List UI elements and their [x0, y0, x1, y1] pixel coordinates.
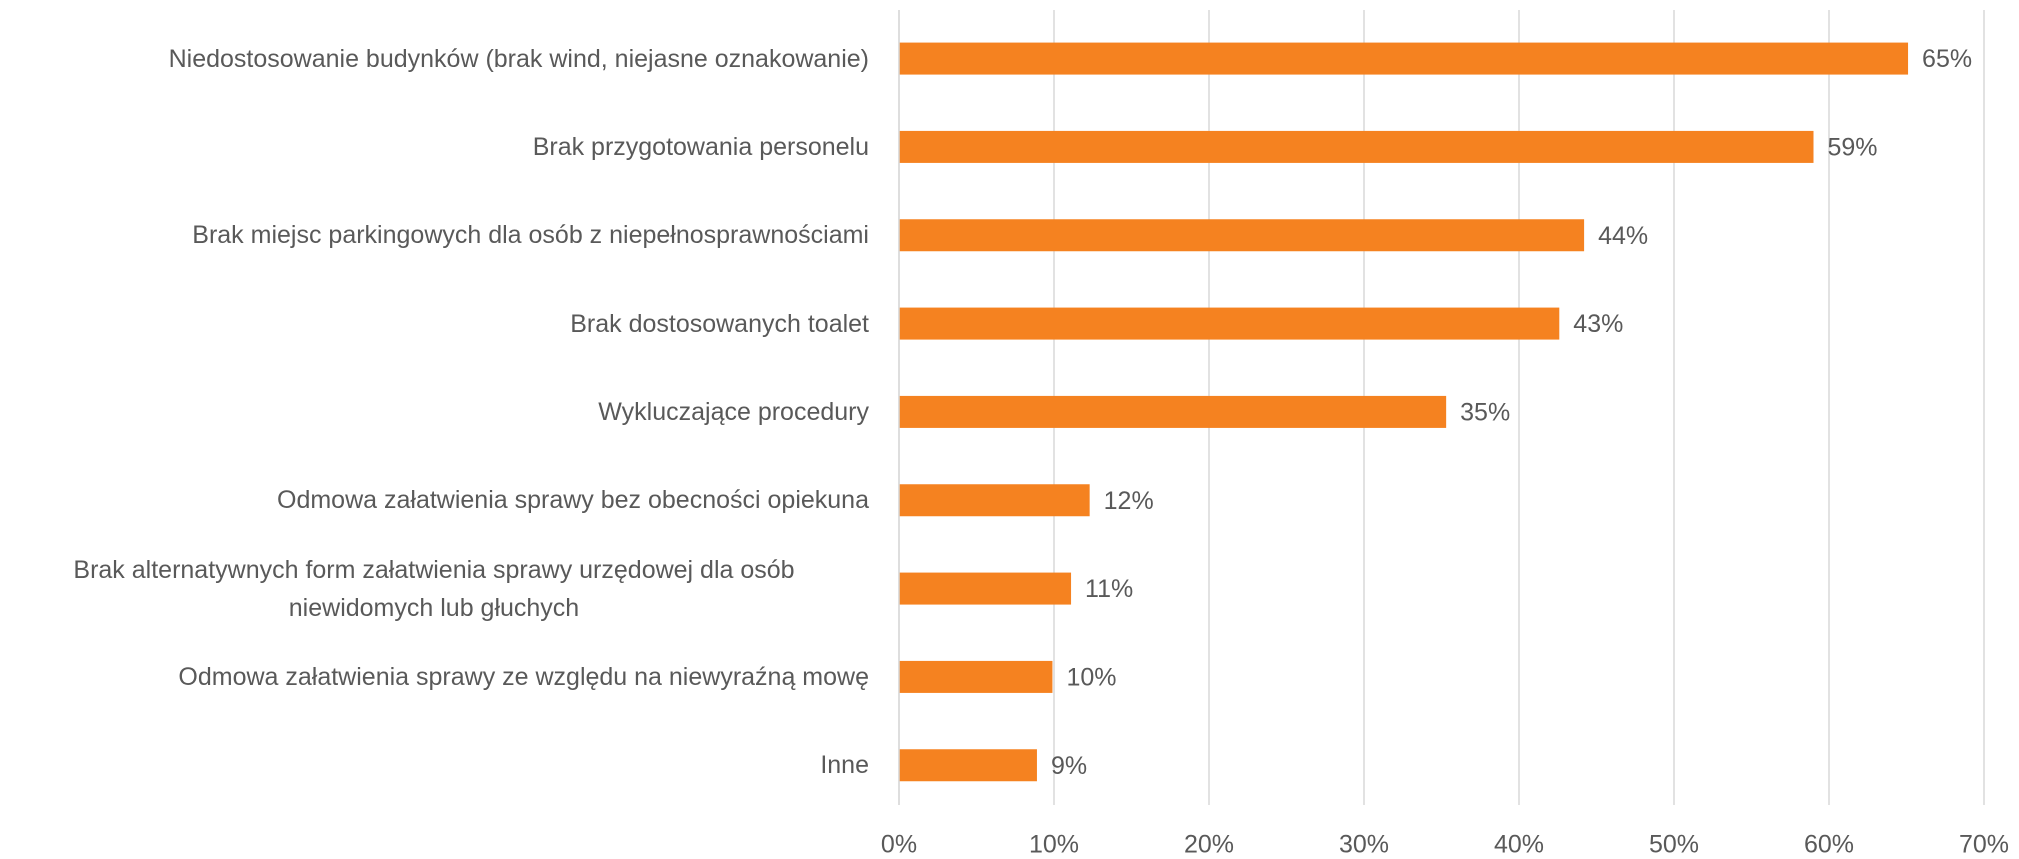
x-tick-label: 30% — [1339, 831, 1389, 859]
category-label: Brak dostosowanych toalet — [570, 309, 869, 338]
data-label: 59% — [1828, 134, 1878, 162]
x-tick-label: 0% — [881, 831, 917, 859]
bar — [899, 395, 1447, 428]
bar — [899, 307, 1560, 340]
bar — [899, 42, 1909, 75]
bar — [899, 130, 1814, 163]
x-tick-label: 70% — [1959, 831, 2009, 859]
category-label: Odmowa załatwienia sprawy bez obecności … — [277, 486, 869, 515]
category-label: Odmowa załatwienia sprawy ze względu na … — [178, 662, 869, 691]
data-label: 65% — [1922, 45, 1972, 73]
x-tick-label: 50% — [1649, 831, 1699, 859]
bar — [899, 572, 1072, 605]
category-label: Brak alternatywnych form załatwienia spr… — [73, 555, 795, 622]
data-label: 10% — [1066, 664, 1116, 692]
bar — [899, 484, 1090, 517]
data-label: 12% — [1104, 487, 1154, 515]
x-tick-label: 10% — [1029, 831, 1079, 859]
data-label: 43% — [1573, 310, 1623, 338]
data-label: 44% — [1598, 222, 1648, 250]
category-label: Niedostosowanie budynków (brak wind, nie… — [168, 44, 869, 73]
x-tick-label: 20% — [1184, 831, 1234, 859]
data-label: 35% — [1460, 399, 1510, 427]
category-label: Brak miejsc parkingowych dla osób z niep… — [192, 221, 869, 250]
x-tick-label: 60% — [1804, 831, 1854, 859]
data-label: 9% — [1051, 752, 1087, 780]
category-label: Inne — [820, 751, 869, 780]
bar — [899, 749, 1037, 782]
category-label: Brak przygotowania personelu — [532, 132, 869, 161]
data-label: 11% — [1085, 575, 1133, 603]
x-tick-label: 40% — [1494, 831, 1544, 859]
bar — [899, 660, 1053, 693]
category-label: Wykluczające procedury — [598, 397, 869, 426]
bar — [899, 219, 1585, 252]
